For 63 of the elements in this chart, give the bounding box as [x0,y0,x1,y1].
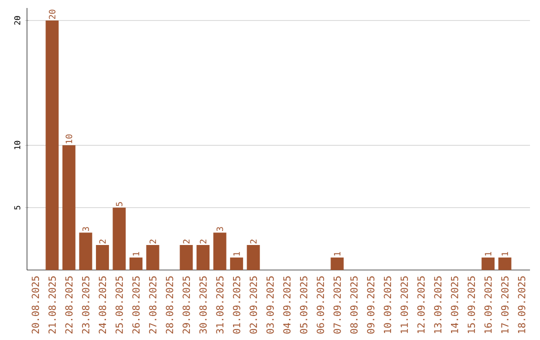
x-tick-label: 23.08.2025 [82,276,90,334]
data-label: 2 [200,240,206,244]
bar [146,245,160,270]
data-label: 1 [334,252,340,256]
bar [96,245,109,270]
data-label: 2 [250,240,257,244]
x-tick-label: 28.08.2025 [166,276,174,334]
data-label: 1 [484,252,492,256]
x-tick-label: 03.09.2025 [266,276,274,334]
x-tick-label: 11.09.2025 [400,276,408,334]
y-tick-label: 20 [14,16,20,25]
bar [180,245,193,270]
data-label: 2 [183,240,190,244]
y-tick-label: 10 [14,140,20,150]
x-tick-label: 09.09.2025 [367,276,374,334]
data-label: 1 [233,252,240,256]
bar [129,258,142,270]
data-label: 2 [99,240,106,244]
bar [498,258,512,270]
x-tick-label: 05.09.2025 [300,276,308,334]
bar [112,208,126,270]
bar [482,258,495,270]
x-tick-label: 22.08.2025 [65,276,73,334]
data-label: 3 [82,227,89,232]
data-label: 1 [502,252,508,256]
x-tick-label: 31.08.2025 [216,276,224,334]
x-tick-label: 01.09.2025 [232,276,240,334]
x-tick-label: 21.08.2025 [48,276,56,334]
x-tick-label: 27.08.2025 [149,276,156,334]
bar [62,145,76,270]
x-tick-label: 07.09.2025 [334,276,341,334]
bar [330,258,344,270]
x-tick-label: 15.09.2025 [468,276,476,334]
bar [46,20,59,270]
x-tick-label: 24.08.2025 [98,276,106,334]
bar [230,258,244,270]
bar [246,245,260,270]
data-label: 20 [48,10,56,19]
x-tick-label: 10.09.2025 [384,276,392,334]
x-tick-label: 08.09.2025 [350,276,358,334]
x-tick-label: 12.09.2025 [417,276,425,334]
bar [79,232,92,270]
bar [213,232,226,270]
data-label: 10 [66,134,72,144]
x-tick-label: 06.09.2025 [316,276,324,334]
x-tick-label: 20.08.2025 [32,276,40,334]
x-tick-label: 17.09.2025 [501,276,509,334]
data-label: 5 [116,202,122,206]
x-tick-label: 25.08.2025 [116,276,123,334]
bar [196,245,210,270]
x-tick-label: 18.09.2025 [518,276,526,334]
data-label: 1 [132,252,140,256]
data-label: 3 [216,227,224,232]
data-label: 2 [150,240,156,244]
x-tick-label: 26.08.2025 [132,276,140,334]
x-tick-label: 30.08.2025 [199,276,207,334]
x-tick-label: 04.09.2025 [283,276,291,334]
x-tick-label: 13.09.2025 [434,276,442,334]
x-tick-label: 02.09.2025 [250,276,258,334]
x-tick-label: 14.09.2025 [450,276,458,334]
y-tick-label: 5 [14,206,20,210]
x-tick-label: 29.08.2025 [182,276,190,334]
x-tick-label: 16.09.2025 [484,276,492,334]
